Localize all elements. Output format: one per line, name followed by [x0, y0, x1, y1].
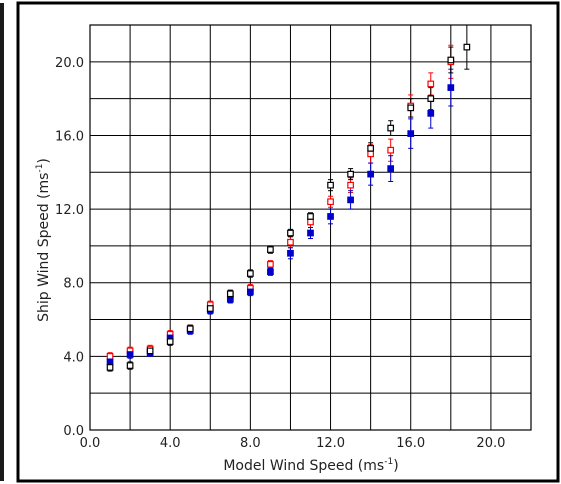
x-axis-label: Model Wind Speed (ms-1) [223, 457, 398, 474]
y-tick-label: 16.0 [55, 129, 84, 144]
x-tick-label: 20.0 [476, 436, 505, 451]
data-point [427, 95, 435, 102]
y-tick-label: 20.0 [55, 56, 84, 71]
data-point [367, 150, 374, 158]
data-point [247, 270, 254, 277]
y-tick-label: 8.0 [63, 277, 84, 292]
data-point [287, 229, 294, 237]
data-point [106, 358, 114, 366]
data-point [106, 353, 114, 360]
data-point [226, 290, 234, 298]
data-point [126, 362, 134, 369]
data-point [407, 130, 415, 137]
data-point [327, 181, 334, 189]
data-point [146, 347, 154, 355]
data-points [106, 43, 471, 371]
x-tick-label: 8.0 [240, 436, 261, 451]
x-tick-label: 12.0 [316, 436, 345, 451]
data-point [347, 181, 354, 189]
plot-area-border [89, 24, 532, 431]
data-point [347, 196, 354, 204]
data-point [106, 364, 114, 371]
x-tick-label: 4.0 [160, 436, 181, 451]
data-point [267, 268, 274, 276]
data-point [267, 246, 274, 253]
data-point [347, 170, 354, 178]
y-tick-label: 12.0 [55, 203, 84, 218]
data-point [463, 43, 471, 51]
data-point [287, 238, 294, 246]
data-point [206, 305, 214, 312]
data-point [367, 170, 374, 178]
x-tick-label: 0.0 [80, 436, 101, 451]
y-tick-label: 4.0 [63, 350, 84, 365]
left-strip [0, 3, 4, 481]
y-axis-label: Ship Wind Speed (ms-1) [35, 158, 52, 322]
data-point [267, 260, 274, 268]
data-point [166, 338, 174, 345]
x-tick-label: 16.0 [396, 436, 425, 451]
data-point [307, 218, 314, 226]
data-point [307, 213, 314, 220]
data-point [447, 84, 455, 91]
data-point [287, 249, 294, 257]
data-point [226, 295, 234, 303]
data-point [327, 198, 334, 206]
data-point [247, 288, 254, 296]
data-point [387, 165, 395, 172]
data-point [387, 124, 395, 132]
data-point [427, 80, 435, 88]
data-point [186, 325, 194, 333]
data-point [367, 144, 374, 152]
data-point [126, 351, 134, 358]
data-point [327, 213, 334, 220]
y-axis-ticks: 0.0 4.0 8.0 12.0 16.0 20.0 [55, 56, 84, 439]
data-point [307, 229, 314, 237]
y-tick-label: 0.0 [63, 424, 84, 439]
data-point [427, 110, 435, 117]
data-point [447, 56, 455, 64]
data-point [407, 104, 415, 112]
data-point [387, 146, 395, 154]
x-axis-ticks: 0.0 4.0 8.0 12.0 16.0 20.0 [80, 436, 506, 451]
